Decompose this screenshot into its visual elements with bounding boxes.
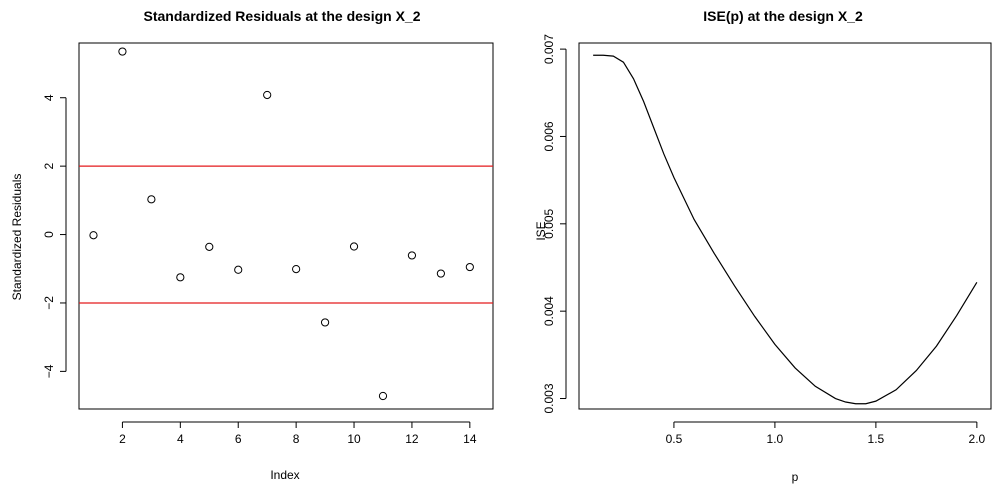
residuals-plot-box	[78, 42, 494, 410]
ise-title: ISE(p) at the design X_2	[703, 8, 863, 24]
residual-point	[147, 195, 156, 204]
residuals-title: Standardized Residuals at the design X_2	[144, 8, 421, 24]
ise-x-axis: 0.5 1.0 1.5 2.0	[666, 421, 986, 446]
ise-curve-group	[593, 54, 978, 405]
x-tick-label: 12	[405, 432, 419, 446]
residual-point	[349, 242, 359, 251]
y-tick-label: 4	[42, 94, 56, 101]
y-tick-label: 0.005	[542, 208, 556, 238]
residual-point	[118, 47, 127, 56]
residuals-x-label: Index	[270, 468, 299, 482]
residual-point	[89, 231, 98, 240]
residual-point	[292, 264, 301, 274]
ise-y-axis: 0.003 0.004 0.005 0.006 0.007	[542, 34, 567, 414]
y-tick-label: 0.004	[542, 296, 556, 326]
y-tick-label: 0.003	[542, 383, 556, 413]
y-tick-label: −2	[42, 296, 56, 310]
residual-point	[263, 90, 272, 100]
reference-lines	[79, 165, 493, 304]
residual-point	[407, 251, 417, 260]
residual-point	[176, 273, 185, 282]
x-tick-label: 1.5	[868, 432, 885, 446]
residual-points	[89, 47, 474, 401]
y-tick-label: −4	[42, 364, 56, 378]
x-tick-label: 10	[347, 432, 361, 446]
y-tick-label: 2	[42, 162, 56, 169]
x-tick-label: 1.0	[767, 432, 784, 446]
x-tick-label: 6	[235, 432, 242, 446]
residual-point	[465, 262, 474, 272]
x-tick-label: 4	[177, 432, 184, 446]
residuals-y-label: Standardized Residuals	[10, 174, 24, 301]
residuals-panel: Standardized Residuals at the design X_2…	[10, 8, 494, 482]
residuals-x-axis: 2 4 6 8 10 12 14	[119, 421, 477, 446]
ise-y-label: ISE	[534, 221, 548, 240]
x-tick-label: 8	[293, 432, 300, 446]
y-tick-label: 0	[42, 231, 56, 238]
x-tick-label: 2	[119, 432, 126, 446]
residual-point	[205, 242, 214, 251]
x-tick-label: 14	[463, 432, 477, 446]
residual-point	[378, 391, 388, 401]
ise-panel: ISE(p) at the design X_2 0.5 1.0 1.5 2.0 0.…	[534, 8, 992, 484]
residual-point	[320, 318, 330, 327]
residual-point	[234, 265, 243, 274]
y-tick-label: 0.006	[542, 121, 556, 151]
x-tick-label: 0.5	[666, 432, 683, 446]
residual-point	[436, 269, 445, 278]
residuals-y-axis: −4 −2 0 2 4	[42, 94, 67, 378]
ise-x-label: p	[792, 470, 799, 484]
x-tick-label: 2.0	[969, 432, 986, 446]
y-tick-label: 0.007	[542, 34, 556, 64]
ise-plot-box	[578, 42, 992, 410]
ise-curve	[593, 54, 978, 405]
